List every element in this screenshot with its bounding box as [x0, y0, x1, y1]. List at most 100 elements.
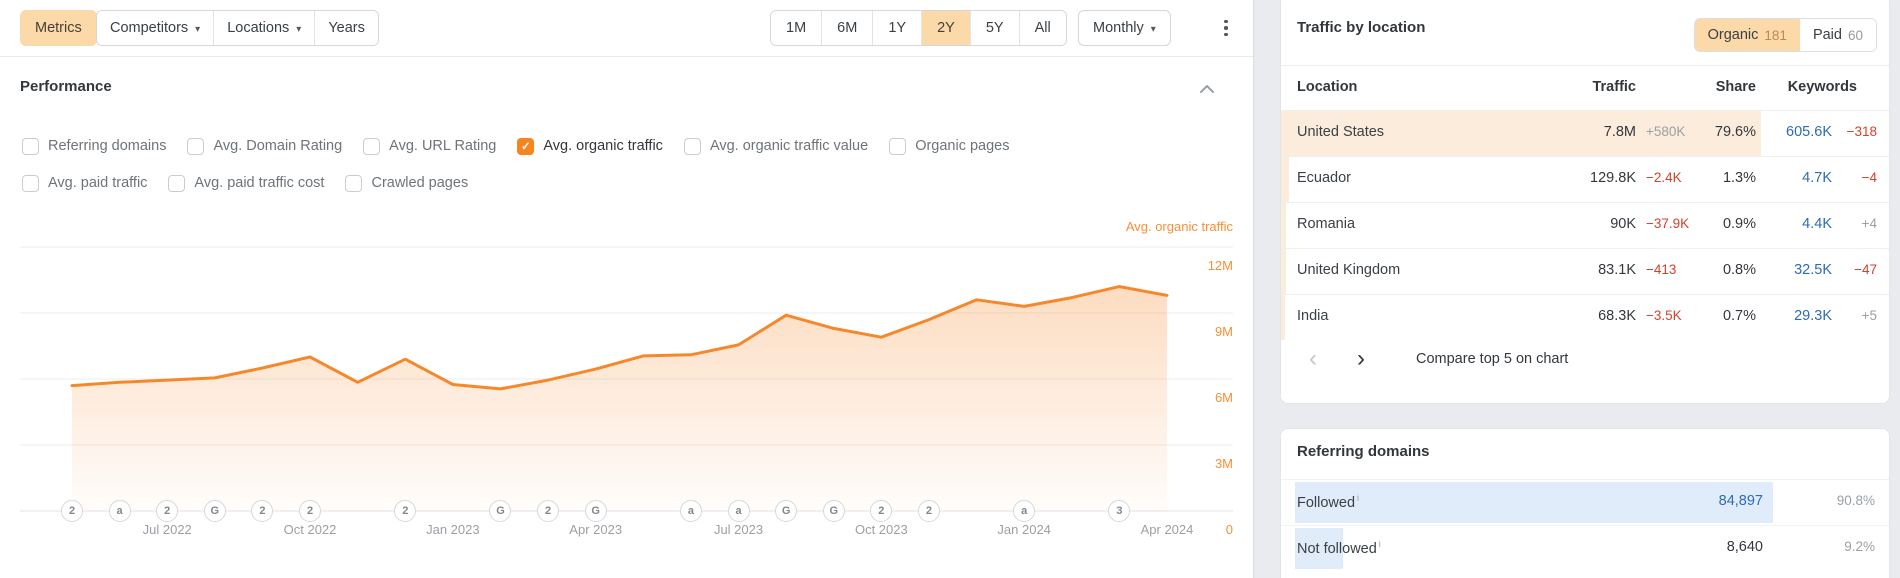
keywords-change: +4 — [1861, 216, 1877, 231]
range-button-1y[interactable]: 1Y — [873, 11, 923, 45]
metric-checkbox-avg-paid-traffic-cost[interactable]: Avg. paid traffic cost — [168, 174, 325, 192]
favicon-marker-2[interactable]: 2 — [61, 500, 83, 522]
traffic-value: 90K — [1610, 216, 1636, 232]
kebab-menu-icon[interactable] — [1216, 17, 1236, 39]
traffic-by-location-title: Traffic by location — [1297, 19, 1426, 36]
favicon-marker-G[interactable]: G — [203, 500, 226, 522]
favicon-marker-G[interactable]: G — [775, 500, 798, 522]
checkbox[interactable] — [22, 137, 39, 155]
favicon-marker-2[interactable]: 2 — [870, 500, 893, 522]
checkbox[interactable] — [683, 137, 701, 155]
info-icon[interactable]: i — [1357, 493, 1360, 503]
favicon-marker-G[interactable]: G — [584, 500, 607, 522]
share-bar — [1281, 157, 1289, 202]
checked-checkbox[interactable]: ✓ — [517, 137, 535, 155]
table-row-united-states[interactable]: United States 7.8M +580K 79.6% 605.6K −318 — [1281, 110, 1889, 156]
metric-checkbox-row-2: Avg. paid traffic Avg. paid traffic cost C… — [22, 173, 468, 193]
prev-page-icon[interactable]: ‹ — [1309, 345, 1317, 372]
x-axis-label-jul-2022: Jul 2022 — [142, 522, 192, 537]
keywords-change: −4 — [1861, 170, 1877, 185]
metric-checkbox-avg-domain-rating[interactable]: Avg. Domain Rating — [187, 137, 342, 155]
performance-panel: Metrics Competitors ▾ Locations ▾ Years 1M 6M… — [0, 0, 1254, 578]
domains-count[interactable]: 84,897 — [1718, 493, 1763, 509]
performance-title: Performance — [20, 78, 112, 95]
table-row-ecuador[interactable]: Ecuador 129.8K −2.4K 1.3% 4.7K −4 — [1281, 156, 1889, 202]
range-button-5y[interactable]: 5Y — [970, 11, 1020, 45]
location-name: Romania — [1297, 216, 1356, 232]
table-row-india[interactable]: India 68.3K −3.5K 0.7% 29.3K +5 — [1281, 294, 1889, 340]
metric-checkbox-organic-pages[interactable]: Organic pages — [889, 137, 1010, 155]
domains-share-bar — [1295, 528, 1344, 569]
favicon-marker-a[interactable]: a — [727, 500, 750, 522]
referring-row-not-followed[interactable]: Not followed i 8,640 9.2% — [1281, 525, 1889, 571]
checkbox[interactable] — [345, 174, 363, 192]
keywords-link[interactable]: 605.6K — [1786, 124, 1832, 140]
keywords-link[interactable]: 4.7K — [1802, 170, 1832, 186]
compare-top5-link[interactable]: Compare top 5 on chart — [1416, 351, 1569, 367]
referring-label: Followed i — [1297, 493, 1360, 511]
referring-domain-rows: Followed i 84,897 90.8% Not followed i 8,640 9.… — [1281, 479, 1889, 571]
metric-checkbox-avg-organic-traffic[interactable]: ✓ Avg. organic traffic — [517, 137, 663, 155]
tab-organic[interactable]: Organic 181 — [1694, 19, 1800, 51]
favicon-marker-2[interactable]: 2 — [299, 500, 322, 522]
avg-organic-traffic-line[interactable] — [70, 285, 1169, 391]
filter-button-group: Competitors ▾ Locations ▾ Years — [96, 10, 379, 46]
referring-domains-title: Referring domains — [1297, 443, 1430, 460]
favicon-marker-a[interactable]: a — [108, 500, 131, 522]
checkbox[interactable] — [168, 174, 186, 192]
favicon-marker-3[interactable]: 3 — [1108, 500, 1131, 522]
tab-paid[interactable]: Paid 60 — [1799, 19, 1876, 51]
traffic-change: −413 — [1646, 262, 1677, 277]
metric-checkbox-avg-paid-traffic[interactable]: Avg. paid traffic — [22, 174, 147, 192]
column-header-traffic: Traffic — [1592, 79, 1636, 95]
referring-label: Not followed i — [1297, 539, 1381, 557]
range-button-all[interactable]: All — [1019, 11, 1066, 45]
toolbar-divider — [0, 56, 1253, 57]
checkbox[interactable] — [22, 174, 39, 192]
next-page-icon[interactable]: › — [1357, 345, 1365, 372]
share-value: 0.7% — [1722, 308, 1756, 324]
chart-legend-avg-organic-traffic[interactable]: Avg. organic traffic — [1125, 219, 1233, 234]
keywords-link[interactable]: 4.4K — [1802, 216, 1832, 232]
table-row-romania[interactable]: Romania 90K −37.9K 0.9% 4.4K +4 — [1281, 202, 1889, 248]
filter-button-competitors[interactable]: Competitors ▾ — [97, 11, 215, 45]
x-axis-label-jul-2023: Jul 2023 — [713, 522, 764, 537]
favicon-marker-2[interactable]: 2 — [251, 500, 274, 522]
y-axis-label-6M: 6M — [1214, 390, 1233, 405]
performance-chart[interactable] — [0, 0, 1253, 578]
traffic-change: −3.5K — [1646, 308, 1682, 323]
referring-row-followed[interactable]: Followed i 84,897 90.8% — [1281, 479, 1889, 525]
keywords-link[interactable]: 32.5K — [1794, 262, 1832, 278]
favicon-marker-2[interactable]: 2 — [537, 500, 560, 522]
chevron-up-icon[interactable] — [1199, 81, 1215, 99]
metric-checkbox-avg-organic-traffic-value[interactable]: Avg. organic traffic value — [683, 137, 868, 155]
range-button-2y[interactable]: 2Y — [922, 11, 971, 45]
favicon-marker-G[interactable]: G — [822, 500, 845, 522]
filter-button-years[interactable]: Years — [315, 11, 378, 45]
metric-checkbox-referring-domains[interactable]: Referring domains — [22, 137, 166, 155]
checkbox[interactable] — [363, 137, 381, 155]
checkbox[interactable] — [889, 137, 907, 155]
checkbox[interactable] — [187, 137, 205, 155]
metric-checkbox-crawled-pages[interactable]: Crawled pages — [345, 174, 468, 192]
favicon-marker-2[interactable]: 2 — [394, 500, 417, 522]
metric-checkbox-avg-url-rating[interactable]: Avg. URL Rating — [363, 137, 496, 155]
keywords-link[interactable]: 29.3K — [1794, 308, 1832, 324]
favicon-marker-2[interactable]: 2 — [156, 500, 179, 522]
table-row-united-kingdom[interactable]: United Kingdom 83.1K −413 0.8% 32.5K −47 — [1281, 248, 1889, 294]
filter-button-locations[interactable]: Locations ▾ — [214, 11, 316, 45]
share-bar — [1281, 203, 1287, 248]
favicon-marker-2[interactable]: 2 — [917, 500, 940, 522]
traffic-change: +580K — [1646, 124, 1686, 139]
favicon-marker-a[interactable]: a — [679, 500, 702, 522]
avg-organic-traffic-area — [72, 286, 1167, 511]
granularity-dropdown[interactable]: Monthly ▾ — [1078, 10, 1171, 46]
metric-label: Avg. paid traffic cost — [194, 175, 325, 191]
favicon-marker-G[interactable]: G — [489, 500, 512, 522]
favicon-marker-a[interactable]: a — [1013, 500, 1036, 522]
range-button-1m[interactable]: 1M — [771, 11, 823, 45]
metrics-button[interactable]: Metrics — [20, 10, 97, 46]
info-icon[interactable]: i — [1378, 539, 1381, 549]
range-button-6m[interactable]: 6M — [822, 11, 874, 45]
